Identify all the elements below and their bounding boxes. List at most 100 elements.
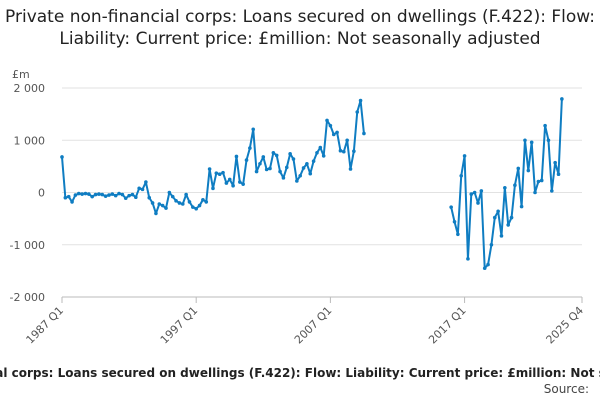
data-point [278,169,282,174]
data-point [87,192,91,196]
data-point [70,200,74,204]
data-point [110,192,115,196]
data-point [217,172,222,177]
data-point [288,152,292,156]
data-point [513,183,517,187]
data-point [127,193,131,198]
data-point [100,192,105,197]
data-point [191,205,195,209]
data-point [117,191,121,196]
data-point [496,209,500,214]
data-point [472,190,477,195]
data-point [298,173,302,178]
data-point [556,172,561,177]
data-point [311,159,316,163]
data-point [231,183,235,188]
data-point [352,149,356,154]
data-point [144,180,148,184]
data-point [355,110,360,114]
data-point [76,191,81,196]
data-point [130,192,135,197]
data-point [201,198,205,202]
data-point [459,173,464,178]
data-point [291,157,296,161]
data-point [66,194,71,199]
data-point [211,186,215,191]
data-point [452,219,457,224]
data-point [160,203,165,208]
data-point [509,215,514,220]
data-point [73,193,78,197]
data-point [335,130,339,135]
data-point [238,180,242,184]
legend-label: Private non-financial corps: Loans secur… [0,366,600,380]
data-point [550,189,554,193]
data-point [456,232,460,237]
data-point [261,155,266,159]
data-point [305,161,309,166]
data-point [234,154,239,159]
data-point [516,166,521,171]
data-point [338,148,343,153]
data-point [90,194,94,199]
data-point [348,167,353,171]
data-point [113,193,118,198]
data-point [315,150,319,155]
data-point [264,167,269,172]
data-point [140,187,145,192]
y-tick-label: 0 [38,187,45,200]
data-point [120,192,125,197]
data-point [506,223,510,227]
data-point [345,138,349,143]
data-point [308,171,313,176]
data-point [476,201,480,205]
data-point [174,199,178,203]
data-point [331,132,336,137]
data-point [134,195,138,199]
series-layer [60,97,564,271]
y-axis-label: £m [12,68,30,81]
data-point [227,177,232,182]
data-point [147,195,152,200]
data-point [503,186,507,190]
data-point [482,266,487,271]
data-point [358,98,363,103]
x-tick-label: 1987 Q1 [24,304,67,347]
data-point [214,171,219,175]
data-point [63,195,68,200]
y-tick-label: 2 000 [14,82,46,95]
data-point [546,138,551,143]
series-line [450,98,563,270]
data-point [328,123,333,128]
data-point [167,190,172,195]
data-point [469,192,474,196]
data-point [536,179,541,184]
data-point [271,150,276,155]
data-point [486,262,490,267]
data-point [479,189,484,193]
data-point [553,160,557,165]
data-point [164,206,168,210]
data-point [462,154,467,158]
data-point [519,204,524,209]
data-point [499,234,504,238]
x-tick-label: 2007 Q1 [292,304,335,347]
data-point [523,138,527,143]
data-point [194,206,198,211]
data-point [170,194,175,199]
data-point [221,170,225,175]
data-point [268,166,272,171]
data-point [301,166,306,170]
data-point [251,127,256,132]
data-point [244,158,249,162]
data-point [197,203,202,208]
data-point [526,168,531,173]
data-point [533,190,537,195]
data-point [60,155,64,159]
data-point [248,146,252,150]
data-point [180,202,185,206]
y-tick-label: 1 000 [14,134,46,147]
data-point [154,211,158,216]
